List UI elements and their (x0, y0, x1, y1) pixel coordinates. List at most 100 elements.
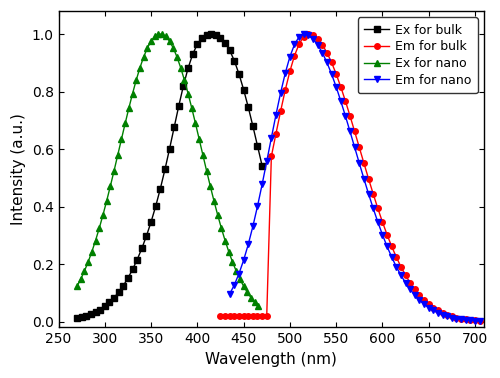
Ex for nano (130, 91, 136, 96)
Ex for nano (137, 65, 143, 70)
Ex for nano (96, 226, 102, 231)
Ex for nano (214, 213, 220, 217)
X-axis label: Wavelength (nm): Wavelength (nm) (206, 352, 338, 367)
Ex for nano (104, 199, 110, 203)
Ex for bulk (259, 163, 265, 168)
Ex for bulk (78, 315, 84, 320)
Ex for bulk (148, 220, 154, 224)
Ex for bulk (111, 296, 117, 300)
Ex for nano (237, 277, 243, 281)
Ex for nano (152, 34, 158, 39)
Ex for nano (170, 46, 176, 50)
Ex for bulk (74, 316, 80, 321)
Ex for nano (189, 106, 195, 110)
Ex for nano (100, 213, 106, 217)
Em for nano (287, 54, 293, 59)
Ex for nano (74, 284, 80, 288)
Ex for nano (244, 290, 250, 294)
Ex for nano (122, 121, 128, 126)
Ex for nano (178, 65, 184, 70)
Ex for nano (134, 77, 140, 82)
Ex for bulk (204, 33, 210, 37)
Ex for bulk (185, 66, 191, 70)
Ex for nano (85, 260, 91, 264)
Ex for bulk (125, 276, 131, 280)
Ex for nano (233, 269, 239, 273)
Ex for bulk (102, 304, 108, 308)
Ex for nano (248, 295, 254, 300)
Ex for bulk (180, 83, 186, 88)
Em for bulk (226, 314, 232, 318)
Ex for bulk (240, 87, 246, 92)
Ex for nano (166, 39, 172, 43)
Ex for nano (230, 260, 235, 264)
Line: Ex for bulk: Ex for bulk (74, 31, 265, 321)
Ex for bulk (139, 246, 145, 251)
Ex for bulk (190, 52, 196, 56)
Ex for nano (200, 153, 206, 157)
Em for bulk (402, 273, 408, 277)
Em for bulk (476, 318, 482, 323)
Ex for nano (140, 55, 146, 59)
Ex for nano (240, 284, 246, 288)
Ex for bulk (152, 204, 158, 209)
Ex for bulk (176, 104, 182, 108)
Ex for nano (144, 46, 150, 50)
Em for bulk (218, 314, 224, 318)
Ex for bulk (158, 186, 164, 191)
Ex for nano (156, 32, 162, 36)
Ex for bulk (250, 124, 256, 128)
Ex for nano (252, 300, 258, 304)
Ex for bulk (226, 48, 232, 53)
Em for nano (273, 112, 279, 117)
Ex for bulk (144, 234, 150, 238)
Ex for bulk (166, 147, 172, 151)
Ex for bulk (88, 312, 94, 317)
Ex for bulk (134, 257, 140, 262)
Ex for bulk (92, 310, 98, 314)
Em for nano (472, 318, 478, 323)
Em for bulk (398, 264, 404, 269)
Ex for nano (208, 184, 214, 188)
Line: Ex for nano: Ex for nano (74, 31, 261, 309)
Ex for nano (256, 304, 262, 308)
Ex for nano (196, 137, 202, 141)
Ex for nano (192, 121, 198, 126)
Ex for nano (211, 199, 217, 203)
Ex for bulk (194, 42, 200, 46)
Ex for bulk (254, 144, 260, 148)
Ex for bulk (162, 167, 168, 172)
Ex for nano (159, 32, 165, 36)
Ex for bulk (208, 32, 214, 36)
Legend: Ex for bulk, Em for bulk, Ex for nano, Em for nano: Ex for bulk, Em for bulk, Ex for nano, E… (358, 17, 478, 93)
Em for nano (300, 32, 306, 36)
Em for bulk (333, 71, 339, 76)
Ex for bulk (116, 290, 121, 294)
Ex for bulk (213, 33, 219, 37)
Ex for bulk (120, 284, 126, 288)
Ex for bulk (232, 59, 237, 63)
Ex for nano (118, 137, 124, 141)
Ex for bulk (84, 314, 89, 318)
Ex for nano (92, 238, 98, 243)
Ex for nano (148, 39, 154, 43)
Ex for bulk (245, 105, 251, 109)
Line: Em for bulk: Em for bulk (218, 31, 482, 324)
Ex for bulk (171, 125, 177, 129)
Em for nano (324, 60, 330, 65)
Ex for nano (185, 91, 191, 96)
Em for bulk (306, 32, 312, 36)
Ex for nano (163, 34, 169, 39)
Ex for bulk (236, 72, 242, 76)
Ex for nano (226, 249, 232, 254)
Ex for nano (218, 226, 224, 231)
Ex for nano (126, 106, 132, 110)
Ex for nano (174, 55, 180, 59)
Ex for bulk (106, 300, 112, 305)
Y-axis label: Intensity (a.u.): Intensity (a.u.) (11, 113, 26, 225)
Ex for bulk (222, 40, 228, 45)
Em for bulk (287, 69, 293, 74)
Ex for bulk (218, 36, 224, 40)
Line: Em for nano: Em for nano (227, 31, 482, 324)
Ex for nano (111, 169, 117, 173)
